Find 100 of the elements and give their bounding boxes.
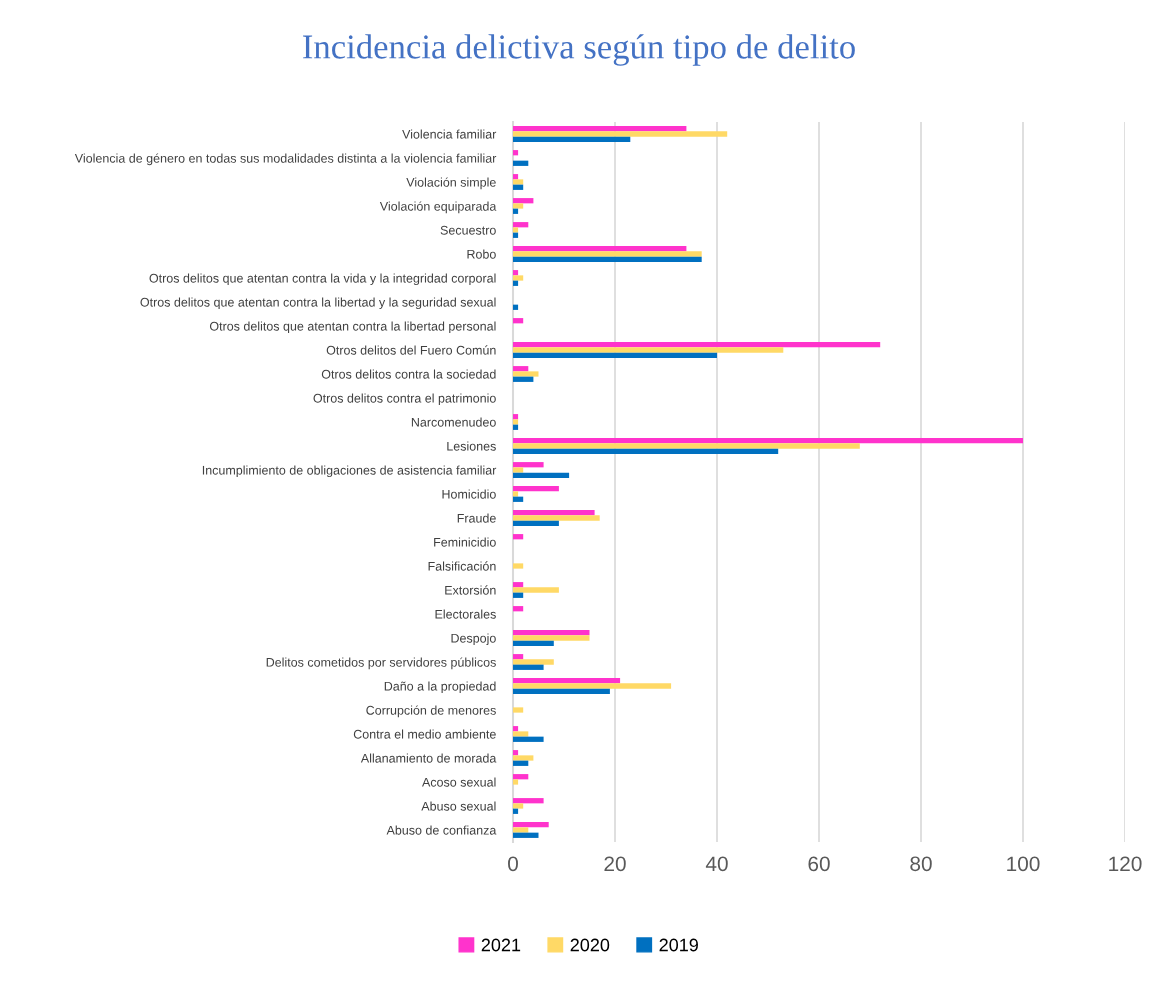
bar (513, 726, 519, 732)
bar (513, 520, 559, 526)
bar (513, 347, 784, 353)
y-tick-label: Homicidio (442, 489, 496, 499)
bar (513, 654, 524, 660)
bar (513, 750, 519, 756)
bar (513, 774, 529, 780)
bar (513, 150, 519, 156)
y-tick-label: Violación equiparada (379, 201, 497, 214)
bar (513, 827, 529, 833)
y-tick-label: Otros delitos que atentan contra la libertad personal (209, 321, 496, 334)
y-tick-label: Delitos cometidos por servidores públicos (266, 657, 496, 670)
x-tick-label: 20 (604, 856, 626, 872)
bar (513, 227, 519, 233)
bar (513, 472, 570, 478)
y-tick-label: Incumplimiento de obligaciones de asistencia familiar (202, 465, 497, 478)
bar (513, 664, 544, 670)
bar (513, 136, 631, 142)
y-tick-label: Fraude (457, 513, 496, 523)
bar (513, 376, 534, 382)
x-tick-label: 0 (508, 856, 518, 872)
bar (513, 126, 687, 132)
bar (513, 222, 529, 228)
bar (513, 510, 595, 516)
bar (513, 822, 549, 828)
bar (513, 424, 519, 430)
bar (513, 760, 529, 766)
bar (513, 534, 524, 540)
y-tick-label: Otros delitos que atentan contra la vida y la integridad corporal (149, 273, 496, 286)
bar (513, 486, 559, 492)
bar (513, 496, 524, 502)
bar (513, 270, 519, 276)
bar (513, 755, 534, 761)
y-tick-label: Otros delitos contra la sociedad (321, 369, 496, 379)
bar (513, 832, 539, 838)
legend-label: 2021 (481, 938, 521, 952)
x-tick-label: 40 (705, 856, 728, 872)
y-tick-label: Robo (467, 249, 496, 259)
bar (513, 448, 779, 454)
bar (513, 683, 672, 689)
bar (513, 131, 728, 137)
bar (513, 304, 519, 310)
bar (513, 438, 1023, 444)
y-tick-label: Otros delitos contra el patrimonio (313, 393, 496, 406)
bar (513, 515, 600, 521)
bar (513, 246, 687, 252)
bar (513, 318, 524, 324)
y-tick-label: Narcomenudeo (411, 417, 496, 427)
y-tick-label: Acoso sexual (422, 777, 496, 787)
bar (513, 342, 881, 348)
bar (513, 707, 524, 713)
y-tick-label: Violencia de género en todas sus modalidades distinta a la violencia familiar (74, 153, 497, 166)
bar (513, 203, 524, 209)
bar (513, 419, 519, 425)
bar (513, 731, 529, 737)
x-tick-label: 80 (910, 856, 932, 872)
y-tick-label: Otros delitos que atentan contra la libertad y la seguridad sexual (140, 297, 496, 310)
y-tick-label: Electorales (435, 609, 496, 619)
x-tick-label: 120 (1109, 856, 1142, 872)
y-tick-label: Abuso sexual (421, 801, 496, 811)
bar (513, 371, 539, 377)
bar (513, 462, 544, 468)
bar (513, 443, 860, 449)
y-tick-label: Lesiones (447, 441, 496, 451)
bar (513, 659, 554, 665)
bar (513, 587, 559, 593)
bar (513, 174, 519, 180)
y-tick-label: Allanamiento de morada (360, 753, 497, 763)
y-tick-label: Otros delitos del Fuero Común (326, 345, 496, 355)
bar (513, 275, 524, 281)
y-tick-label: Abuso de confianza (386, 825, 497, 835)
bar (513, 779, 519, 785)
y-tick-label: Falsificación (428, 561, 496, 571)
bar (513, 808, 519, 814)
y-tick-label: Extorsión (445, 585, 496, 595)
y-tick-label: Contra el medio ambiente (353, 729, 496, 739)
bar (513, 198, 534, 204)
bar (513, 803, 524, 809)
chart-title: Incidencia delictiva según tipo de delito (303, 34, 855, 66)
bar (513, 798, 544, 804)
y-tick-label: Daño a la propiedad (384, 681, 496, 694)
bar (513, 592, 524, 598)
bar (513, 491, 519, 497)
bar (513, 414, 519, 420)
bar (513, 582, 524, 588)
bar (513, 160, 529, 166)
bar (513, 251, 702, 257)
bar (513, 232, 519, 238)
bar (513, 366, 529, 372)
bar (513, 678, 621, 684)
bar (513, 635, 590, 641)
y-tick-label: Violación simple (406, 177, 496, 190)
bar (513, 280, 519, 286)
y-tick-label: Violencia familiar (402, 129, 497, 139)
y-tick-label: Secuestro (440, 225, 496, 235)
bar (513, 736, 544, 742)
bar (513, 184, 524, 190)
bar (513, 352, 717, 358)
bar (513, 606, 524, 612)
legend-label: 2020 (570, 938, 610, 952)
